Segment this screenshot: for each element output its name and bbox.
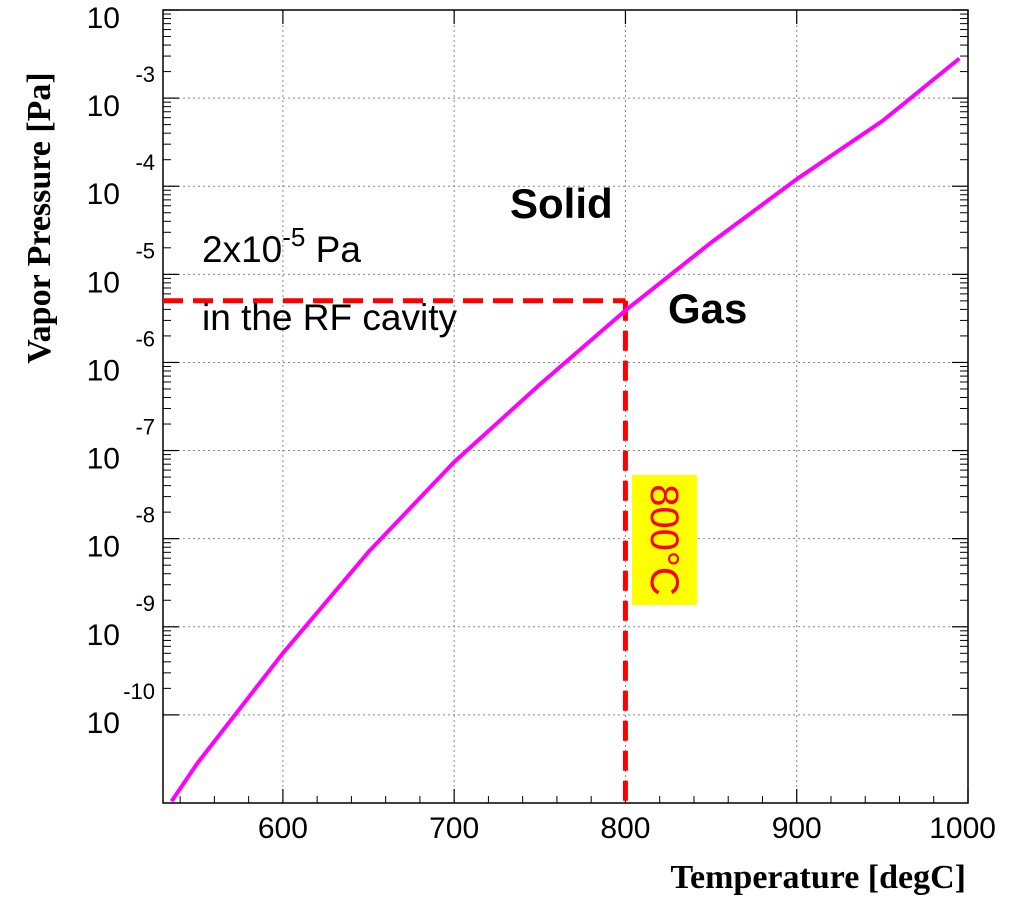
y-tick-exponent: -10 xyxy=(123,679,155,704)
y-tick-label: 10 xyxy=(87,178,120,211)
x-tick-label: 800 xyxy=(600,812,650,845)
x-axis-title: Temperature [degC] xyxy=(670,859,966,896)
pressure-value: 2x10 xyxy=(202,229,282,270)
y-tick-exponent: -3 xyxy=(135,62,155,87)
tick-marks xyxy=(163,10,968,803)
y-tick-label: 10 xyxy=(87,707,120,740)
y-tick-label: 10 xyxy=(87,531,120,564)
y-tick-exponent: -9 xyxy=(135,591,155,616)
y-tick-exponent: -6 xyxy=(135,326,155,351)
grid-layer xyxy=(163,10,968,803)
y-tick-exponent: -8 xyxy=(135,503,155,528)
x-tick-label: 1000 xyxy=(929,812,996,845)
pressure-exponent: -5 xyxy=(282,222,305,252)
y-axis-title: Vapor Pressure [Pa] xyxy=(21,72,58,364)
temperature-label: 800°C xyxy=(642,484,686,596)
y-tick-label: 10 xyxy=(87,90,120,123)
region-label-solid: Solid xyxy=(510,180,613,227)
x-tick-label: 600 xyxy=(258,812,308,845)
y-tick-exponent: -7 xyxy=(135,415,155,440)
y-tick-label: 10 xyxy=(87,443,120,476)
x-tick-label: 900 xyxy=(772,812,822,845)
x-tick-labels: 600 700 800 900 1000 xyxy=(258,812,996,845)
pressure-unit: Pa xyxy=(305,229,361,270)
y-tick-exponent: -5 xyxy=(135,238,155,263)
marker-layer xyxy=(163,301,625,803)
pressure-note: in the RF cavity xyxy=(202,297,457,338)
y-tick-label: 10 xyxy=(87,354,120,387)
vapor-pressure-curve xyxy=(172,59,960,802)
series-layer xyxy=(171,58,959,801)
plot-frame xyxy=(163,10,968,803)
y-tick-exponent: -4 xyxy=(135,150,155,175)
x-tick-label: 700 xyxy=(429,812,479,845)
y-tick-label: 10 xyxy=(87,2,120,35)
pressure-annotation: 2x10-5 Pa xyxy=(202,222,361,270)
region-label-gas: Gas xyxy=(668,285,747,332)
y-tick-label: 10 xyxy=(87,619,120,652)
y-tick-label: 10 xyxy=(87,266,120,299)
